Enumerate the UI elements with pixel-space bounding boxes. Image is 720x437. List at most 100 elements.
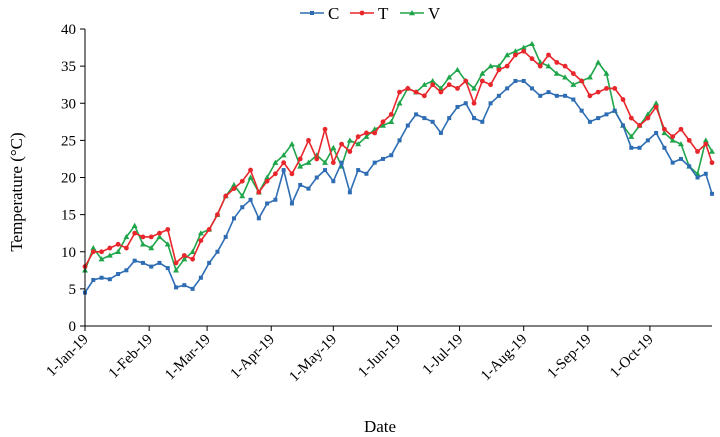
data-point xyxy=(538,93,543,98)
data-point xyxy=(654,130,659,135)
y-tick-label: 35 xyxy=(61,59,76,75)
data-point xyxy=(471,100,477,106)
data-point xyxy=(513,52,518,58)
data-point xyxy=(157,260,162,265)
data-point xyxy=(709,160,715,166)
data-point xyxy=(190,256,196,262)
data-point xyxy=(429,77,436,84)
data-point xyxy=(364,171,369,176)
data-point xyxy=(223,193,229,199)
data-point xyxy=(106,252,113,258)
data-point xyxy=(570,71,576,76)
data-point xyxy=(297,156,303,162)
data-point xyxy=(346,137,353,143)
data-point xyxy=(702,137,709,143)
data-point xyxy=(587,93,593,99)
data-point xyxy=(422,116,427,121)
data-point xyxy=(529,86,534,91)
data-point xyxy=(207,260,212,265)
data-point xyxy=(107,245,113,251)
data-point xyxy=(677,141,684,147)
data-point xyxy=(587,119,592,124)
data-point xyxy=(339,160,344,165)
data-point xyxy=(669,137,676,143)
data-point xyxy=(248,197,253,202)
data-point xyxy=(397,89,402,95)
data-point xyxy=(446,74,453,80)
data-point xyxy=(364,130,369,136)
data-point xyxy=(546,90,551,95)
data-point xyxy=(248,167,253,173)
data-point xyxy=(140,234,146,240)
data-point xyxy=(603,70,610,76)
x-tick-label: 1-Feb-19 xyxy=(106,332,156,382)
data-point xyxy=(355,141,362,147)
data-point xyxy=(695,175,700,180)
data-point xyxy=(421,93,427,99)
data-point xyxy=(579,108,584,113)
data-point xyxy=(339,141,344,147)
data-point xyxy=(281,168,286,173)
data-point xyxy=(505,86,510,91)
data-point xyxy=(463,101,468,106)
data-point xyxy=(98,256,105,262)
data-point xyxy=(132,230,138,236)
data-point xyxy=(272,171,278,177)
legend-marker xyxy=(310,11,314,15)
data-point xyxy=(264,178,270,184)
data-point xyxy=(579,78,585,84)
data-point xyxy=(512,48,519,54)
data-point xyxy=(520,44,527,50)
legend-marker xyxy=(409,10,415,16)
data-point xyxy=(430,119,435,124)
data-point xyxy=(670,134,676,140)
data-point xyxy=(90,245,97,251)
data-point xyxy=(414,112,419,117)
data-point xyxy=(173,267,180,273)
data-point xyxy=(604,112,609,117)
data-point xyxy=(563,93,568,98)
data-point xyxy=(662,126,667,132)
data-point xyxy=(99,275,104,280)
data-point xyxy=(504,63,510,69)
data-point xyxy=(239,193,246,199)
data-point xyxy=(595,89,601,95)
data-point xyxy=(637,145,642,150)
data-point xyxy=(661,129,668,136)
data-point xyxy=(148,245,155,251)
data-point xyxy=(596,116,601,121)
data-point xyxy=(612,108,617,113)
data-point xyxy=(479,70,486,76)
data-point xyxy=(165,227,171,232)
data-point xyxy=(479,78,485,84)
data-point xyxy=(380,156,385,161)
data-point xyxy=(496,93,501,98)
data-point xyxy=(686,137,692,143)
data-point xyxy=(107,277,112,282)
data-point xyxy=(273,197,278,202)
data-point xyxy=(455,104,460,109)
data-point xyxy=(405,86,411,91)
y-tick-label: 20 xyxy=(61,171,76,187)
data-point xyxy=(123,233,130,240)
data-point xyxy=(562,74,569,80)
data-point xyxy=(488,101,493,106)
data-point xyxy=(379,122,386,128)
x-tick-label: 1-Jul-19 xyxy=(420,332,467,379)
data-point xyxy=(356,168,361,173)
data-point xyxy=(670,160,675,165)
data-point xyxy=(528,40,535,47)
data-point xyxy=(331,179,336,184)
data-point xyxy=(554,60,560,65)
data-point xyxy=(347,190,352,195)
data-point xyxy=(322,126,328,132)
data-point xyxy=(247,174,254,180)
data-point xyxy=(265,201,270,206)
data-point xyxy=(148,234,154,240)
legend-label: V xyxy=(428,4,441,23)
data-point xyxy=(389,153,394,158)
data-point xyxy=(280,152,287,158)
data-point xyxy=(288,141,295,147)
y-tick-label: 0 xyxy=(69,319,77,335)
